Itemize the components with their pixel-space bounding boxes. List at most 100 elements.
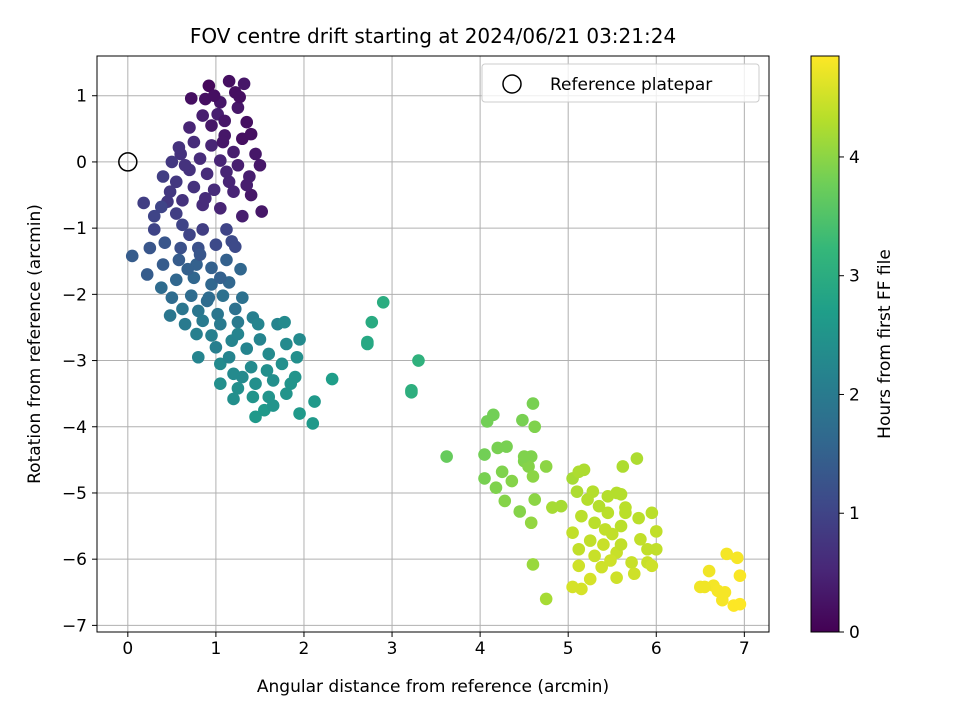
scatter-point [489, 481, 503, 494]
scatter-point [588, 549, 601, 563]
scatter-point [231, 315, 245, 329]
scatter-point [718, 585, 732, 599]
scatter-point [163, 309, 177, 322]
scatter-point [293, 407, 306, 420]
scatter-point [649, 542, 663, 556]
scatter-point [231, 382, 245, 395]
scatter-point [240, 115, 254, 129]
colorbar: 0 1 2 3 4 Hours from first FF file [810, 55, 895, 643]
scatter-point [169, 273, 183, 287]
scatter-point [199, 192, 212, 205]
scatter-point [275, 357, 289, 371]
scatter-point [244, 127, 258, 141]
y-axis-ticks: 1 0 −1 −2 −3 −4 −5 −6 −7 [62, 87, 97, 636]
scatter-point [278, 315, 291, 329]
scatter-point [516, 413, 529, 427]
scatter-point [228, 302, 242, 316]
y-tick-label: −6 [62, 550, 87, 570]
scatter-point [288, 370, 302, 384]
scatter-point [597, 538, 610, 551]
scatter-point [572, 542, 586, 556]
scatter-point [222, 350, 236, 364]
scatter-point [632, 511, 645, 525]
scatter-point [236, 291, 249, 304]
scatter-point [216, 135, 230, 149]
scatter-point [266, 399, 280, 412]
scatter-point [196, 314, 209, 328]
scatter-point [231, 327, 245, 341]
scatter-point [308, 395, 321, 408]
scatter-point [601, 506, 615, 520]
scatter-point [595, 560, 608, 574]
scatter-point [528, 493, 542, 506]
scatter-point [169, 207, 183, 220]
scatter-point [209, 238, 223, 251]
scatter-point [524, 516, 538, 530]
scatter-point [702, 564, 716, 578]
scatter-point [207, 183, 221, 197]
reference-platepar-marker [118, 152, 138, 172]
scatter-point [260, 364, 274, 377]
scatter-point [566, 580, 579, 594]
scatter-point [163, 185, 177, 199]
scatter-point [361, 337, 374, 351]
x-tick-label: 7 [739, 639, 750, 659]
legend: Reference platepar [481, 63, 760, 103]
scatter-point [178, 158, 192, 172]
scatter-point [733, 597, 747, 611]
scatter-point [376, 295, 390, 309]
y-tick-label: 0 [76, 153, 87, 173]
scatter-point [202, 291, 216, 304]
scatter-point [495, 465, 509, 479]
colorbar-tick-label: 2 [849, 385, 860, 405]
scatter-point [211, 307, 224, 321]
scatter-point [214, 154, 227, 167]
scatter-point [183, 121, 196, 134]
scatter-point [566, 526, 579, 539]
scatter-point [176, 218, 189, 232]
scatter-point [214, 317, 227, 331]
scatter-point [156, 170, 170, 183]
scatter-point [214, 357, 227, 371]
scatter-point [207, 89, 221, 103]
scatter-point [249, 410, 262, 424]
scatter-point [604, 554, 617, 567]
y-tick-label: −5 [62, 484, 87, 504]
scatter-point [227, 145, 240, 159]
scatter-point [233, 90, 246, 104]
scatter-point [505, 474, 519, 488]
x-tick-label: 2 [299, 639, 310, 659]
colorbar-tick-label: 3 [849, 267, 860, 287]
scatter-point [306, 417, 320, 430]
scatter-point [169, 175, 183, 189]
scatter-point [526, 470, 540, 483]
scatter-point [280, 387, 293, 400]
x-tick-label: 6 [651, 639, 662, 659]
scatter-point [478, 448, 491, 461]
colorbar-tick-label: 0 [849, 623, 860, 643]
chart-title: FOV centre drift starting at 2024/06/21 … [190, 24, 676, 48]
scatter-point [165, 155, 179, 169]
scatter-point [528, 420, 542, 434]
scatter-point [184, 92, 198, 105]
scatter-point [592, 499, 606, 513]
colorbar-tick-label: 4 [849, 148, 860, 168]
scatter-point [526, 397, 540, 410]
scatter-point [634, 533, 647, 546]
x-tick-label: 3 [387, 639, 398, 659]
scatter-point [577, 463, 591, 477]
scatter-point [249, 147, 262, 161]
scatter-point [244, 188, 258, 202]
scatter-point [570, 485, 584, 498]
scatter-point [627, 567, 641, 581]
scatter-point [196, 223, 209, 236]
scatter-point [193, 248, 207, 261]
scatter-point [293, 333, 306, 346]
scatter-point [193, 152, 207, 165]
y-tick-label: −4 [62, 418, 87, 438]
scatter-points [125, 74, 747, 612]
scatter-point [251, 317, 265, 331]
scatter-point [220, 223, 233, 236]
scatter-point [598, 523, 612, 536]
